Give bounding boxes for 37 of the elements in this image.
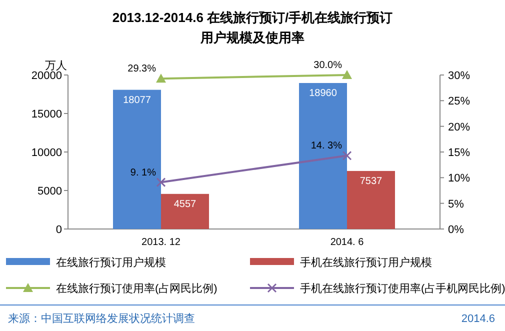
data-label: 7537 <box>360 176 383 187</box>
bar <box>113 90 161 229</box>
point <box>156 178 166 188</box>
data-label: 4557 <box>174 198 197 210</box>
data-label: 14. 3% <box>310 140 342 152</box>
data-label: 9. 1% <box>130 167 156 178</box>
y-axis-title: 万人 <box>45 60 67 72</box>
y2-tick-label: 15% <box>448 147 470 159</box>
x-tick-label: 2013. 12 <box>142 237 181 248</box>
y2-tick-label: 0% <box>448 224 464 236</box>
y-tick-label: 15000 <box>31 108 62 120</box>
legend-label: 手机在线旅行预订用户规模 <box>300 256 432 269</box>
x-tick-label: 2014. 6 <box>330 237 364 248</box>
y2-tick-label: 25% <box>448 96 470 108</box>
y2-tick-label: 5% <box>448 198 464 210</box>
data-label: 18960 <box>309 88 338 100</box>
data-label: 18077 <box>123 94 152 106</box>
y2-tick-label: 10% <box>448 172 470 185</box>
y-tick-label: 20000 <box>31 70 62 82</box>
point <box>342 150 352 160</box>
legend-label: 在线旅行预订用户规模 <box>56 256 166 269</box>
bar <box>161 194 209 229</box>
legend-label: 在线旅行预订使用率(占网民比例) <box>56 282 218 295</box>
y-tick-label: 10000 <box>31 147 62 159</box>
data-label: 30.0% <box>314 60 342 71</box>
y2-tick-label: 20% <box>448 121 470 134</box>
y-tick-label: 0 <box>56 224 62 236</box>
bar <box>347 170 395 229</box>
text: 2014.6 <box>461 313 495 325</box>
data-label: 29.3% <box>128 64 156 75</box>
source-note: 来源：中国互联网络发展状况统计调查 <box>8 312 195 325</box>
bar <box>299 83 347 229</box>
chart-title: 2013.12-2014.6 在线旅行预订/手机在线旅行预订 <box>112 10 393 25</box>
chart-subtitle: 用户规模及使用率 <box>200 30 304 45</box>
y-tick-label: 5000 <box>38 186 62 198</box>
y2-tick-label: 30% <box>448 70 470 82</box>
legend-label: 手机在线旅行预订使用率(占手机网民比例) <box>300 282 505 295</box>
